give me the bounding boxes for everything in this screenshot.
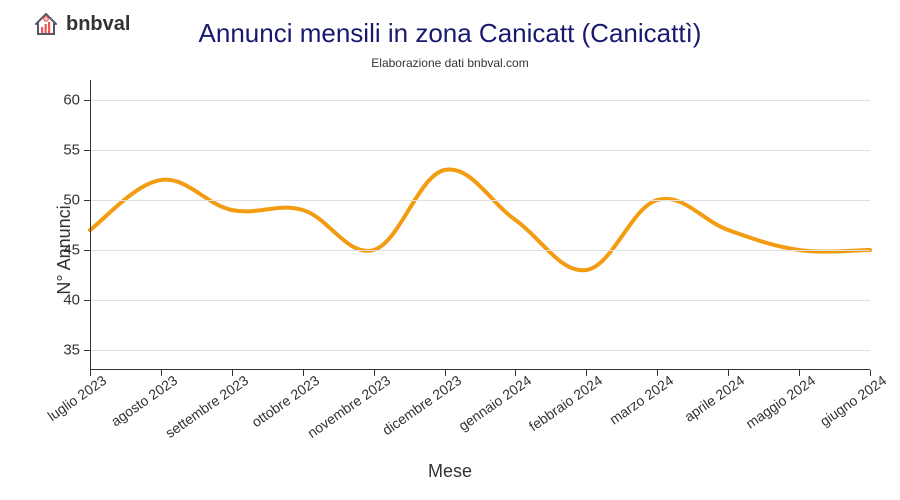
x-tick-mark — [870, 370, 871, 376]
grid-line — [90, 200, 870, 201]
y-tick-label: 50 — [50, 192, 80, 209]
x-tick-mark — [728, 370, 729, 376]
x-tick-mark — [232, 370, 233, 376]
x-tick-mark — [374, 370, 375, 376]
y-tick-label: 60 — [50, 92, 80, 109]
grid-line — [90, 350, 870, 351]
grid-line — [90, 250, 870, 251]
y-tick-label: 35 — [50, 342, 80, 359]
x-tick-mark — [90, 370, 91, 376]
x-tick-mark — [303, 370, 304, 376]
x-axis-label: Mese — [0, 461, 900, 482]
x-axis-line — [90, 369, 870, 370]
chart-title: Annunci mensili in zona Canicatt (Canica… — [0, 18, 900, 49]
x-tick-mark — [515, 370, 516, 376]
x-tick-mark — [586, 370, 587, 376]
y-tick-label: 40 — [50, 292, 80, 309]
x-tick-mark — [657, 370, 658, 376]
line-chart-svg — [90, 80, 870, 370]
chart-plot-area: 354045505560luglio 2023agosto 2023settem… — [90, 80, 870, 370]
y-axis-line — [90, 80, 91, 370]
grid-line — [90, 150, 870, 151]
series-line — [90, 169, 870, 270]
x-tick-mark — [799, 370, 800, 376]
x-tick-mark — [445, 370, 446, 376]
x-tick-mark — [161, 370, 162, 376]
y-tick-label: 55 — [50, 142, 80, 159]
grid-line — [90, 100, 870, 101]
y-tick-label: 45 — [50, 242, 80, 259]
chart-subtitle: Elaborazione dati bnbval.com — [0, 56, 900, 70]
grid-line — [90, 300, 870, 301]
